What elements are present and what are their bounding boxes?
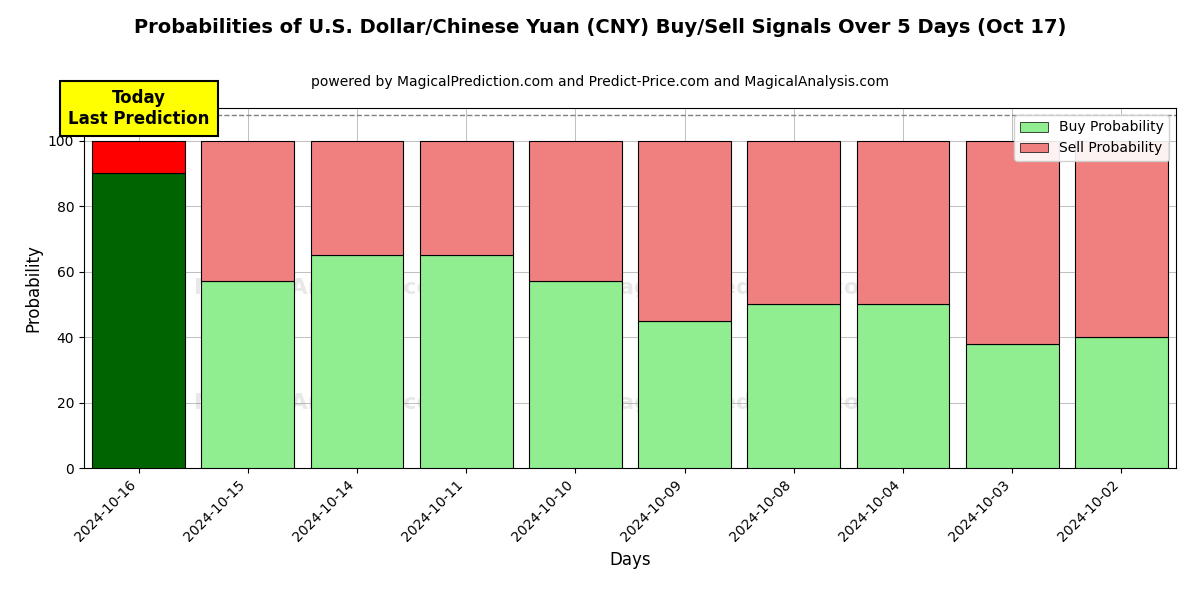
Text: Probabilities of U.S. Dollar/Chinese Yuan (CNY) Buy/Sell Signals Over 5 Days (Oc: Probabilities of U.S. Dollar/Chinese Yua… (134, 18, 1066, 37)
X-axis label: Days: Days (610, 551, 650, 569)
Bar (857, 141, 949, 304)
Bar (966, 344, 1058, 468)
Text: powered by MagicalPrediction.com and Predict-Price.com and MagicalAnalysis.com: powered by MagicalPrediction.com and Pre… (311, 75, 889, 89)
Bar (1075, 141, 1168, 337)
Bar (529, 141, 622, 281)
Bar (638, 321, 731, 468)
Text: MagicalAnalysis.com: MagicalAnalysis.com (193, 278, 455, 298)
Bar (966, 141, 1058, 344)
Bar (420, 141, 512, 255)
Bar (92, 173, 185, 468)
Bar (748, 304, 840, 468)
Bar (311, 255, 403, 468)
Bar (202, 281, 294, 468)
Bar (529, 281, 622, 468)
Bar (92, 141, 185, 173)
Text: Today
Last Prediction: Today Last Prediction (68, 89, 209, 128)
Text: MagicalPrediction.com: MagicalPrediction.com (596, 278, 882, 298)
Legend: Buy Probability, Sell Probability: Buy Probability, Sell Probability (1014, 115, 1169, 161)
Bar (857, 304, 949, 468)
Bar (420, 255, 512, 468)
Bar (638, 141, 731, 321)
Bar (1075, 337, 1168, 468)
Bar (311, 141, 403, 255)
Text: MagicalAnalysis.com: MagicalAnalysis.com (193, 393, 455, 413)
Bar (748, 141, 840, 304)
Text: MagicalPrediction.com: MagicalPrediction.com (596, 393, 882, 413)
Bar (202, 141, 294, 281)
Y-axis label: Probability: Probability (24, 244, 42, 332)
